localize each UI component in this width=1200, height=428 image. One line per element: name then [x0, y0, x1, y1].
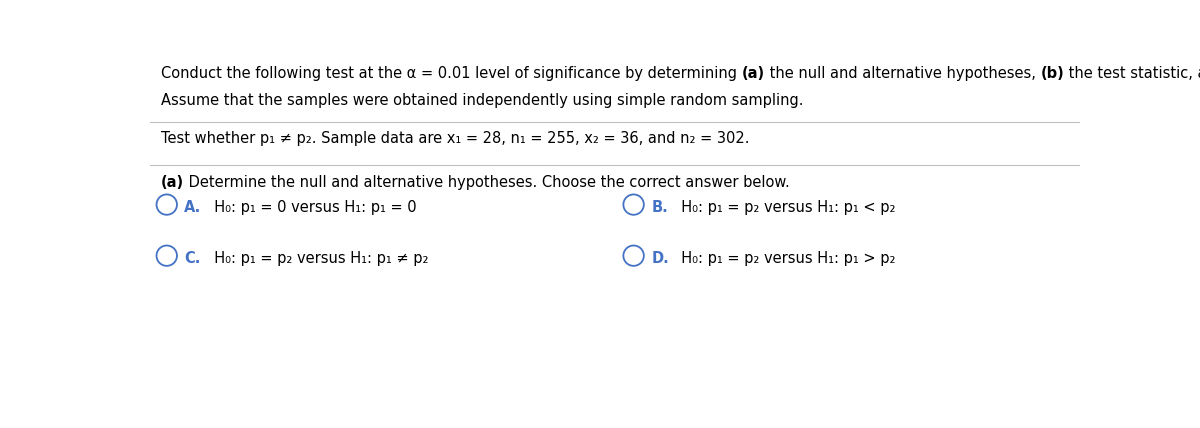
Text: D.: D. [652, 251, 670, 266]
Text: the null and alternative hypotheses,: the null and alternative hypotheses, [764, 66, 1040, 81]
Text: B.: B. [652, 199, 668, 215]
Text: H₀: p₁ = p₂ versus H₁: p₁ > p₂: H₀: p₁ = p₂ versus H₁: p₁ > p₂ [672, 251, 895, 266]
Text: (a): (a) [161, 175, 185, 190]
Text: the test statistic, and: the test statistic, and [1064, 66, 1200, 81]
Text: (a): (a) [742, 66, 764, 81]
Text: Assume that the samples were obtained independently using simple random sampling: Assume that the samples were obtained in… [161, 92, 804, 107]
Text: Test whether p₁ ≠ p₂. Sample data are x₁ = 28, n₁ = 255, x₂ = 36, and n₂ = 302.: Test whether p₁ ≠ p₂. Sample data are x₁… [161, 131, 750, 146]
Text: Conduct the following test at the α = 0.01 level of significance by determining: Conduct the following test at the α = 0.… [161, 66, 742, 81]
Text: H₀: p₁ = p₂ versus H₁: p₁ ≠ p₂: H₀: p₁ = p₂ versus H₁: p₁ ≠ p₂ [205, 251, 428, 266]
Text: (b): (b) [1040, 66, 1064, 81]
Text: A.: A. [185, 199, 202, 215]
Text: H₀: p₁ = p₂ versus H₁: p₁ < p₂: H₀: p₁ = p₂ versus H₁: p₁ < p₂ [672, 199, 895, 215]
Text: H₀: p₁ = 0 versus H₁: p₁ = 0: H₀: p₁ = 0 versus H₁: p₁ = 0 [205, 199, 416, 215]
Text: C.: C. [185, 251, 200, 266]
Text: Determine the null and alternative hypotheses. Choose the correct answer below.: Determine the null and alternative hypot… [185, 175, 790, 190]
